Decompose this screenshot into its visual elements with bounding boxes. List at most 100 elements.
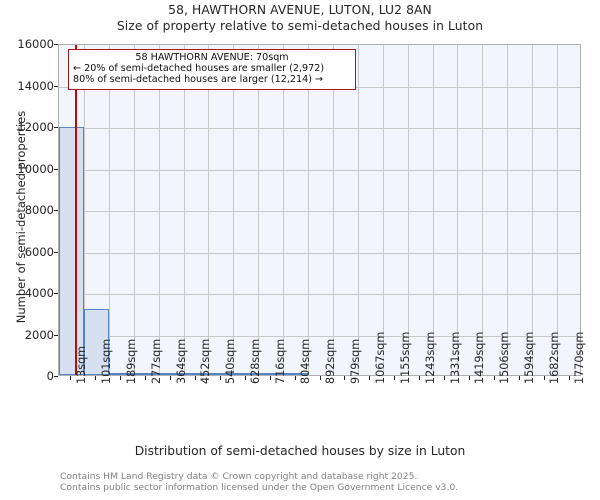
gridline-vertical bbox=[208, 45, 210, 375]
gridline-vertical bbox=[133, 45, 135, 375]
gridline-vertical bbox=[158, 45, 160, 375]
gridline-horizontal bbox=[59, 211, 580, 212]
x-axis-label: Distribution of semi-detached houses by … bbox=[134, 444, 466, 458]
gridline-vertical bbox=[382, 45, 384, 375]
property-annotation-box: 58 HAWTHORN AVENUE: 70sqm ← 20% of semi-… bbox=[68, 49, 356, 90]
x-tick-mark bbox=[120, 376, 122, 380]
x-tick-label: 892sqm bbox=[324, 338, 337, 384]
y-tick-label: 6000 bbox=[24, 244, 54, 259]
chart-title-line1: 58, HAWTHORN AVENUE, LUTON, LU2 8AN bbox=[168, 3, 432, 17]
gridline-vertical bbox=[332, 45, 334, 375]
histogram-bar bbox=[183, 373, 209, 375]
x-tick-label: 277sqm bbox=[149, 338, 163, 384]
x-tick-label: 804sqm bbox=[299, 338, 313, 384]
gridline-vertical bbox=[233, 45, 235, 375]
y-tick-label: 4000 bbox=[24, 286, 54, 300]
x-tick-mark bbox=[444, 376, 446, 380]
gridline-vertical bbox=[407, 45, 409, 375]
gridline-vertical bbox=[108, 45, 110, 375]
gridline-vertical bbox=[457, 45, 459, 375]
x-tick-label: 1067sqm bbox=[373, 331, 387, 384]
y-tick-mark bbox=[54, 210, 58, 211]
gridline-vertical bbox=[507, 45, 509, 375]
x-tick-label: 1155sqm bbox=[398, 331, 412, 384]
chart-subtitle: Size of property relative to semi-detach… bbox=[116, 19, 484, 33]
x-tick-mark bbox=[145, 376, 147, 380]
plot-area bbox=[58, 44, 581, 376]
gridline-vertical bbox=[357, 45, 359, 375]
y-tick-mark bbox=[54, 127, 58, 128]
gridline-vertical bbox=[532, 45, 534, 375]
gridline-horizontal bbox=[59, 252, 580, 254]
y-tick-label: 10000 bbox=[17, 161, 54, 176]
gridline-vertical bbox=[432, 45, 434, 375]
gridline-horizontal bbox=[59, 294, 580, 295]
x-tick-mark bbox=[493, 376, 495, 380]
x-tick-mark bbox=[543, 376, 545, 380]
histogram-bar bbox=[108, 372, 134, 375]
footer-line-1: Contains HM Land Registry data © Crown c… bbox=[60, 471, 418, 482]
y-tick-label: 0 bbox=[46, 369, 54, 383]
gridline-horizontal bbox=[59, 128, 580, 129]
x-tick-label: 364sqm bbox=[174, 338, 188, 384]
gridline-vertical bbox=[258, 45, 260, 375]
gridline-horizontal bbox=[59, 335, 580, 337]
y-tick-label: 2000 bbox=[24, 327, 54, 342]
annotation-larger-line: 80% of semi-detached houses are larger (… bbox=[73, 74, 324, 86]
x-tick-mark bbox=[194, 376, 196, 380]
x-tick-label: 1682sqm bbox=[548, 331, 562, 384]
x-tick-mark bbox=[419, 376, 421, 380]
gridline-horizontal bbox=[59, 169, 580, 171]
histogram-bar bbox=[258, 373, 284, 375]
x-tick-mark bbox=[518, 376, 520, 380]
histogram-bar bbox=[283, 373, 309, 375]
x-tick-mark bbox=[244, 376, 246, 380]
y-tick-mark bbox=[54, 293, 58, 294]
histogram-bar bbox=[233, 373, 259, 375]
histogram-bar bbox=[208, 373, 234, 375]
annotation-headline: 58 HAWTHORN AVENUE: 70sqm bbox=[135, 52, 289, 63]
x-tick-mark bbox=[344, 376, 346, 380]
property-size-marker-line bbox=[75, 45, 77, 375]
gridline-vertical bbox=[183, 45, 185, 375]
footer-line-2: Contains public sector information licen… bbox=[60, 482, 459, 493]
annotation-smaller-line: ← 20% of semi-detached houses are smalle… bbox=[73, 63, 325, 75]
histogram-bar bbox=[158, 373, 184, 375]
y-tick-label: 8000 bbox=[24, 203, 54, 217]
x-tick-mark bbox=[95, 376, 97, 380]
x-tick-mark bbox=[269, 376, 271, 380]
x-tick-label: 628sqm bbox=[249, 338, 263, 384]
y-tick-label: 12000 bbox=[17, 120, 54, 134]
x-tick-label: 1331sqm bbox=[448, 331, 462, 384]
x-tick-label: 1770sqm bbox=[573, 331, 587, 384]
gridline-vertical bbox=[83, 45, 85, 375]
gridline-vertical bbox=[283, 45, 285, 375]
x-tick-mark bbox=[294, 376, 296, 380]
x-tick-label: 1594sqm bbox=[523, 331, 537, 384]
y-tick-mark bbox=[54, 334, 58, 336]
x-tick-label: 979sqm bbox=[348, 338, 362, 384]
x-tick-mark bbox=[219, 376, 221, 380]
y-tick-label: 14000 bbox=[17, 78, 54, 93]
x-tick-label: 540sqm bbox=[224, 338, 238, 384]
x-tick-mark bbox=[319, 376, 321, 380]
histogram-bar bbox=[83, 308, 109, 375]
x-tick-mark bbox=[394, 376, 396, 380]
x-tick-mark bbox=[468, 376, 470, 380]
attribution-footer: Contains HM Land Registry data © Crown c… bbox=[60, 471, 600, 493]
x-tick-label: 189sqm bbox=[124, 338, 138, 384]
y-tick-mark bbox=[54, 376, 58, 377]
gridline-vertical bbox=[308, 45, 310, 375]
histogram-bar bbox=[133, 373, 159, 375]
x-tick-label: 13sqm bbox=[74, 345, 88, 384]
y-tick-mark bbox=[54, 168, 58, 170]
y-tick-label: 16000 bbox=[17, 37, 54, 51]
y-tick-mark bbox=[54, 251, 58, 253]
gridline-vertical bbox=[482, 45, 484, 375]
x-tick-mark bbox=[369, 376, 371, 380]
histogram-bar bbox=[59, 126, 84, 375]
y-axis-tick-labels: 0 2000 4000 6000 8000 10000 12000 14000 16000 bbox=[0, 0, 54, 500]
x-tick-mark bbox=[568, 376, 570, 380]
x-tick-label: 101sqm bbox=[99, 338, 113, 384]
